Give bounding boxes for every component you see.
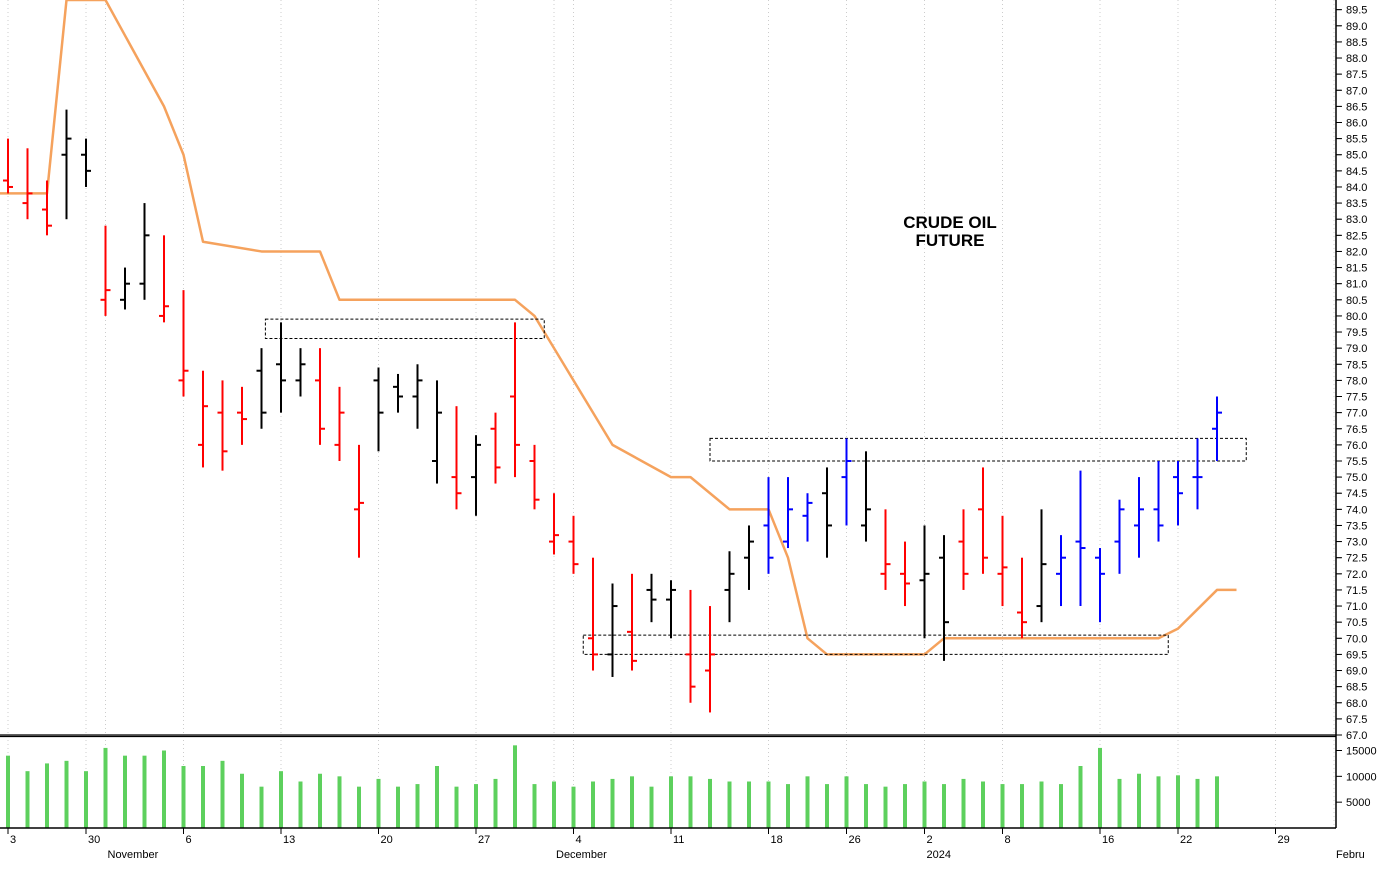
svg-text:89.5: 89.5 [1346, 5, 1367, 17]
svg-text:67.5: 67.5 [1346, 714, 1367, 726]
svg-text:87.0: 87.0 [1346, 85, 1367, 97]
svg-text:15000: 15000 [1346, 746, 1377, 758]
svg-text:80.0: 80.0 [1346, 311, 1367, 323]
svg-text:22: 22 [1180, 834, 1192, 846]
svg-text:December: December [556, 849, 607, 861]
svg-text:86.5: 86.5 [1346, 101, 1367, 113]
svg-text:71.5: 71.5 [1346, 585, 1367, 597]
svg-text:20: 20 [381, 834, 393, 846]
chart-title-1: CRUDE OIL [903, 213, 997, 232]
svg-text:77.5: 77.5 [1346, 392, 1367, 404]
svg-text:71.0: 71.0 [1346, 601, 1367, 613]
svg-text:69.5: 69.5 [1346, 649, 1367, 661]
svg-text:74.0: 74.0 [1346, 504, 1367, 516]
svg-text:82.5: 82.5 [1346, 230, 1367, 242]
svg-text:6: 6 [186, 834, 192, 846]
svg-text:79.5: 79.5 [1346, 327, 1367, 339]
svg-text:78.0: 78.0 [1346, 375, 1367, 387]
svg-text:83.0: 83.0 [1346, 214, 1367, 226]
svg-text:67.0: 67.0 [1346, 730, 1367, 742]
svg-text:69.0: 69.0 [1346, 666, 1367, 678]
svg-text:3: 3 [10, 834, 16, 846]
svg-text:75.0: 75.0 [1346, 472, 1367, 484]
svg-text:72.5: 72.5 [1346, 553, 1367, 565]
svg-text:30: 30 [88, 834, 100, 846]
svg-text:70.5: 70.5 [1346, 617, 1367, 629]
svg-text:77.0: 77.0 [1346, 408, 1367, 420]
svg-text:82.0: 82.0 [1346, 246, 1367, 258]
svg-text:75.5: 75.5 [1346, 456, 1367, 468]
svg-text:81.5: 81.5 [1346, 263, 1367, 275]
svg-text:76.5: 76.5 [1346, 424, 1367, 436]
svg-text:74.5: 74.5 [1346, 488, 1367, 500]
svg-text:76.0: 76.0 [1346, 440, 1367, 452]
svg-text:73.5: 73.5 [1346, 520, 1367, 532]
svg-text:13: 13 [283, 834, 295, 846]
svg-text:November: November [108, 849, 159, 861]
svg-text:10000: 10000 [1346, 771, 1377, 783]
svg-text:84.5: 84.5 [1346, 166, 1367, 178]
svg-text:5000: 5000 [1346, 797, 1370, 809]
svg-text:29: 29 [1278, 834, 1290, 846]
chart-root: CRUDE OILFUTURE 3 30 November 6 13 20 27 Decembe… [0, 0, 1393, 870]
svg-text:88.5: 88.5 [1346, 37, 1367, 49]
svg-text:87.5: 87.5 [1346, 69, 1367, 81]
svg-text:70.0: 70.0 [1346, 633, 1367, 645]
svg-text:84.0: 84.0 [1346, 182, 1367, 194]
svg-text:Febru: Febru [1336, 849, 1365, 861]
svg-text:26: 26 [849, 834, 861, 846]
svg-text:81.0: 81.0 [1346, 279, 1367, 291]
svg-text:79.0: 79.0 [1346, 343, 1367, 355]
svg-text:2024: 2024 [927, 849, 951, 861]
svg-text:85.0: 85.0 [1346, 150, 1367, 162]
svg-text:73.0: 73.0 [1346, 537, 1367, 549]
svg-text:4: 4 [576, 834, 582, 846]
svg-text:68.0: 68.0 [1346, 698, 1367, 710]
chart-title-2: FUTURE [916, 231, 985, 250]
svg-text:16: 16 [1102, 834, 1114, 846]
svg-text:83.5: 83.5 [1346, 198, 1367, 210]
svg-text:8: 8 [1005, 834, 1011, 846]
svg-text:2: 2 [927, 834, 933, 846]
svg-text:88.0: 88.0 [1346, 53, 1367, 65]
svg-text:86.0: 86.0 [1346, 118, 1367, 130]
svg-text:11: 11 [673, 834, 684, 846]
svg-text:78.5: 78.5 [1346, 359, 1367, 371]
svg-text:85.5: 85.5 [1346, 134, 1367, 146]
price-chart: CRUDE OILFUTURE 3 30 November 6 13 20 27 Decembe… [0, 0, 1393, 870]
svg-text:18: 18 [771, 834, 783, 846]
svg-text:72.0: 72.0 [1346, 569, 1367, 581]
svg-text:27: 27 [478, 834, 490, 846]
svg-text:80.5: 80.5 [1346, 295, 1367, 307]
svg-text:68.5: 68.5 [1346, 682, 1367, 694]
svg-text:89.0: 89.0 [1346, 21, 1367, 33]
